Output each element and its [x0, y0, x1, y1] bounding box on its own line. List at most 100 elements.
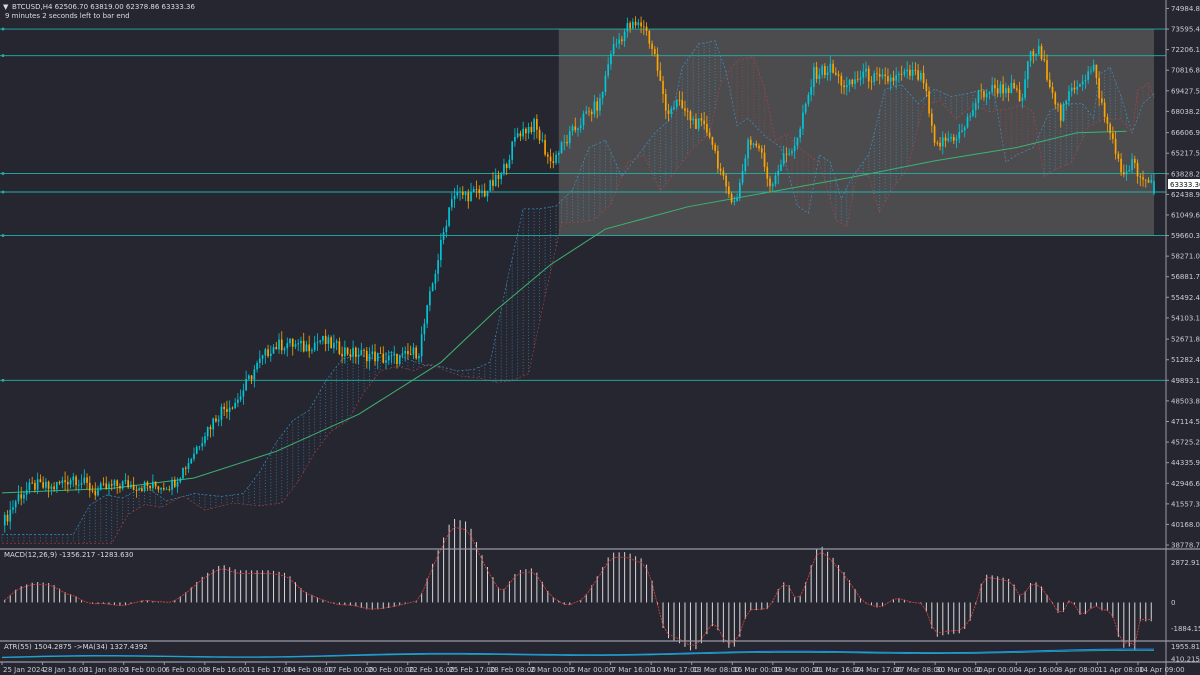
candle[interactable] [514, 128, 516, 147]
candle[interactable] [415, 345, 418, 360]
candle[interactable] [991, 76, 994, 95]
candle[interactable] [673, 101, 675, 111]
candle[interactable] [53, 482, 55, 492]
candle[interactable] [1092, 59, 1095, 73]
candle[interactable] [464, 191, 467, 202]
candle[interactable] [1070, 82, 1073, 97]
candle[interactable] [17, 485, 20, 505]
candle[interactable] [1153, 173, 1155, 196]
candle[interactable] [741, 163, 744, 186]
candle[interactable] [832, 59, 834, 74]
candle[interactable] [14, 499, 17, 514]
candle[interactable] [925, 79, 928, 98]
candle[interactable] [390, 351, 393, 364]
candle[interactable] [695, 113, 697, 130]
candle[interactable] [585, 105, 588, 115]
candle[interactable] [253, 365, 256, 388]
candle[interactable] [947, 131, 950, 143]
candle[interactable] [94, 482, 97, 500]
candle[interactable] [848, 79, 851, 93]
candle[interactable] [1040, 43, 1043, 61]
candle[interactable] [423, 318, 426, 342]
candle[interactable] [522, 121, 524, 140]
candle[interactable] [1029, 50, 1032, 68]
candle[interactable] [851, 78, 854, 88]
candle[interactable] [621, 35, 623, 45]
candle[interactable] [527, 122, 530, 139]
level-anchor-dot[interactable] [1, 378, 5, 382]
candle[interactable] [807, 92, 810, 107]
candle[interactable] [470, 182, 472, 202]
candle[interactable] [80, 474, 83, 489]
level-anchor-dot[interactable] [1, 54, 5, 58]
candle[interactable] [887, 68, 889, 85]
candle[interactable] [922, 65, 925, 89]
candle[interactable] [601, 91, 604, 105]
candle[interactable] [733, 196, 736, 206]
candle[interactable] [909, 64, 911, 80]
candle[interactable] [152, 474, 154, 492]
candle[interactable] [623, 28, 626, 48]
candle[interactable] [1084, 74, 1087, 89]
candle[interactable] [86, 473, 88, 489]
candle[interactable] [305, 340, 308, 352]
candle[interactable] [664, 88, 667, 120]
candle[interactable] [75, 474, 77, 491]
candle[interactable] [267, 344, 269, 358]
candle[interactable] [88, 475, 91, 498]
candle[interactable] [198, 445, 201, 451]
candle[interactable] [1035, 53, 1037, 61]
candle[interactable] [311, 347, 313, 354]
candle[interactable] [162, 482, 165, 491]
candle[interactable] [349, 349, 352, 361]
candle[interactable] [1021, 93, 1024, 109]
candle[interactable] [552, 152, 555, 169]
candle[interactable] [261, 354, 264, 366]
candle[interactable] [313, 335, 316, 353]
candle[interactable] [802, 104, 804, 136]
candle[interactable] [980, 83, 983, 100]
candle[interactable] [725, 173, 727, 194]
candle[interactable] [195, 445, 198, 455]
candle[interactable] [393, 345, 396, 364]
candle[interactable] [906, 61, 908, 79]
candle[interactable] [571, 124, 574, 136]
candle[interactable] [258, 350, 261, 369]
candle[interactable] [275, 341, 278, 350]
candle[interactable] [204, 432, 206, 447]
candle[interactable] [108, 481, 110, 497]
candle[interactable] [308, 335, 311, 358]
candle[interactable] [127, 475, 130, 489]
candle[interactable] [450, 192, 453, 211]
candle[interactable] [190, 457, 193, 465]
candle[interactable] [1002, 76, 1004, 102]
atr-pane[interactable] [1, 648, 1155, 659]
candle[interactable] [492, 172, 494, 191]
candle[interactable] [596, 97, 599, 119]
candle[interactable] [892, 70, 895, 86]
candle[interactable] [1133, 155, 1136, 169]
candle[interactable] [420, 326, 423, 363]
candle[interactable] [1098, 71, 1100, 107]
candle[interactable] [269, 345, 272, 362]
candle[interactable] [472, 186, 475, 193]
candle[interactable] [969, 112, 972, 122]
candle[interactable] [1026, 61, 1029, 89]
candle[interactable] [867, 65, 870, 89]
candle[interactable] [1106, 113, 1109, 132]
candle[interactable] [99, 481, 102, 491]
candle[interactable] [544, 134, 546, 157]
candle[interactable] [165, 486, 168, 490]
candle[interactable] [749, 136, 752, 150]
candle[interactable] [289, 338, 291, 347]
candle[interactable] [231, 406, 234, 410]
candle[interactable] [994, 78, 996, 97]
candle[interactable] [651, 40, 653, 56]
candle[interactable] [930, 108, 933, 133]
candle[interactable] [28, 478, 31, 494]
candle[interactable] [363, 348, 365, 358]
candle[interactable] [799, 126, 802, 143]
candle[interactable] [426, 304, 428, 329]
candle[interactable] [557, 150, 560, 164]
candle[interactable] [769, 175, 771, 193]
